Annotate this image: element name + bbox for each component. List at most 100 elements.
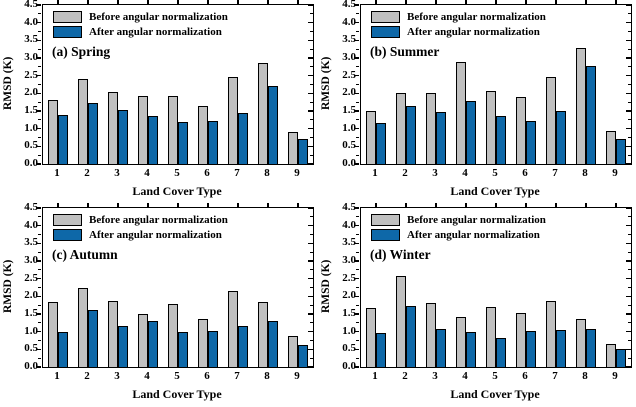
bar-before-cat1 [366,308,376,367]
x-tick-label: 2 [402,370,408,382]
x-top-tick [117,0,119,4]
x-tick-label: 4 [144,370,150,382]
bar-after-cat6 [208,121,218,164]
y-tick-label: 0.0 [342,157,356,169]
x-tick-label: 8 [582,370,588,382]
y-minor-tick-left [356,101,359,103]
legend-label-after: After angular normalization [407,25,540,38]
y-minor-tick-left [356,287,359,288]
y-major-tick-left [354,313,359,315]
x-tick-label: 6 [522,370,528,382]
x-tick-label: 7 [234,370,240,382]
panel-winter: RMSD (K) Before angular normalization Af… [318,201,636,407]
y-minor-tick-right [310,84,313,85]
x-tick-label: 2 [402,167,408,179]
y-tick-label: 4.0 [342,15,356,28]
bar-before-cat2 [78,288,88,367]
panel-label: (c) Autumn [52,247,118,262]
y-major-tick-right [308,224,313,227]
y-tick-label: 2.0 [342,289,356,302]
bar-after-cat1 [58,332,68,367]
x-top-tick [117,202,119,207]
y-minor-tick-right [628,304,631,306]
y-minor-tick-right [628,357,631,359]
bar-before-cat9 [288,131,298,164]
plot-area: Before angular normalization After angul… [354,202,632,368]
y-tick-label: 4.0 [24,218,38,231]
x-axis-title: Land Cover Type [450,387,540,401]
y-major-tick-right [626,224,631,227]
x-top-tick [237,0,239,4]
y-minor-tick-right [628,269,631,271]
bar-before-cat7 [228,290,238,367]
x-top-tick [585,0,587,4]
y-tick-label: 2.0 [24,289,38,302]
y-tick-label: 2.0 [24,86,38,99]
bar-before-cat4 [138,314,148,367]
x-top-tick [465,0,467,4]
bar-after-cat9 [616,349,626,367]
x-tick-label: 9 [294,167,300,179]
y-tick-label: 1.5 [24,104,38,116]
x-tick-label: 5 [174,167,180,179]
y-minor-tick-left [356,234,359,235]
y-major-tick-right [308,74,313,77]
y-major-tick-right [308,127,313,130]
y-minor-tick-left [356,322,359,324]
y-major-tick-left [36,277,41,280]
x-axis-title: Land Cover Type [450,184,540,198]
x-top-tick [375,0,377,4]
x-top-tick [237,202,239,207]
legend: Before angular normalization After angul… [53,213,228,243]
y-minor-tick-left [38,287,41,288]
y-major-tick-left [36,127,41,130]
x-top-tick [147,202,149,207]
legend-entry-after: After angular normalization [371,25,546,38]
y-minor-tick-left [38,48,41,50]
x-tick-label: 3 [432,370,438,382]
x-top-tick [147,0,149,4]
x-top-tick [465,202,467,207]
y-minor-tick-right [628,251,631,253]
legend-swatch-after [53,25,82,38]
x-top-tick [297,202,299,207]
x-top-tick [57,0,59,4]
panel-summer: RMSD (K) Before angular normalization Af… [318,0,636,204]
x-tick-label: 3 [114,167,120,179]
y-minor-tick-left [38,137,41,138]
y-minor-tick-right [310,269,313,271]
bar-after-cat2 [88,310,98,367]
bar-before-cat9 [606,344,616,367]
x-top-tick [525,202,527,207]
y-tick-label: 4.5 [24,0,38,10]
legend: Before angular normalization After angul… [371,10,546,40]
panel-label: (b) Summer [370,44,440,59]
y-major-tick-right [308,207,313,209]
bar-before-cat4 [456,61,466,164]
bar-after-cat3 [118,326,128,367]
y-major-tick-left [36,242,41,245]
y-major-tick-right [626,4,631,6]
x-top-tick [525,0,527,4]
y-tick-label: 2.5 [24,271,38,284]
y-minor-tick-left [356,137,359,138]
bar-before-cat3 [426,92,436,164]
x-tick-label: 3 [114,370,120,382]
bar-before-cat5 [486,306,496,367]
bar-before-cat1 [48,100,58,164]
x-top-tick [405,202,407,207]
y-minor-tick-left [356,66,359,68]
bar-after-cat8 [268,86,278,164]
y-minor-tick-left [38,340,41,341]
y-major-tick-right [308,260,313,262]
x-top-tick [297,0,299,4]
y-tick-label: 1.0 [342,324,356,337]
y-minor-tick-right [310,340,313,341]
y-tick-label: 0.5 [24,342,38,355]
y-major-tick-left [36,163,41,165]
x-top-tick [57,202,59,207]
y-major-tick-right [626,366,631,368]
y-tick-label: 0.5 [342,342,356,355]
y-major-tick-left [354,127,359,130]
y-tick-label: 2.5 [342,271,356,284]
